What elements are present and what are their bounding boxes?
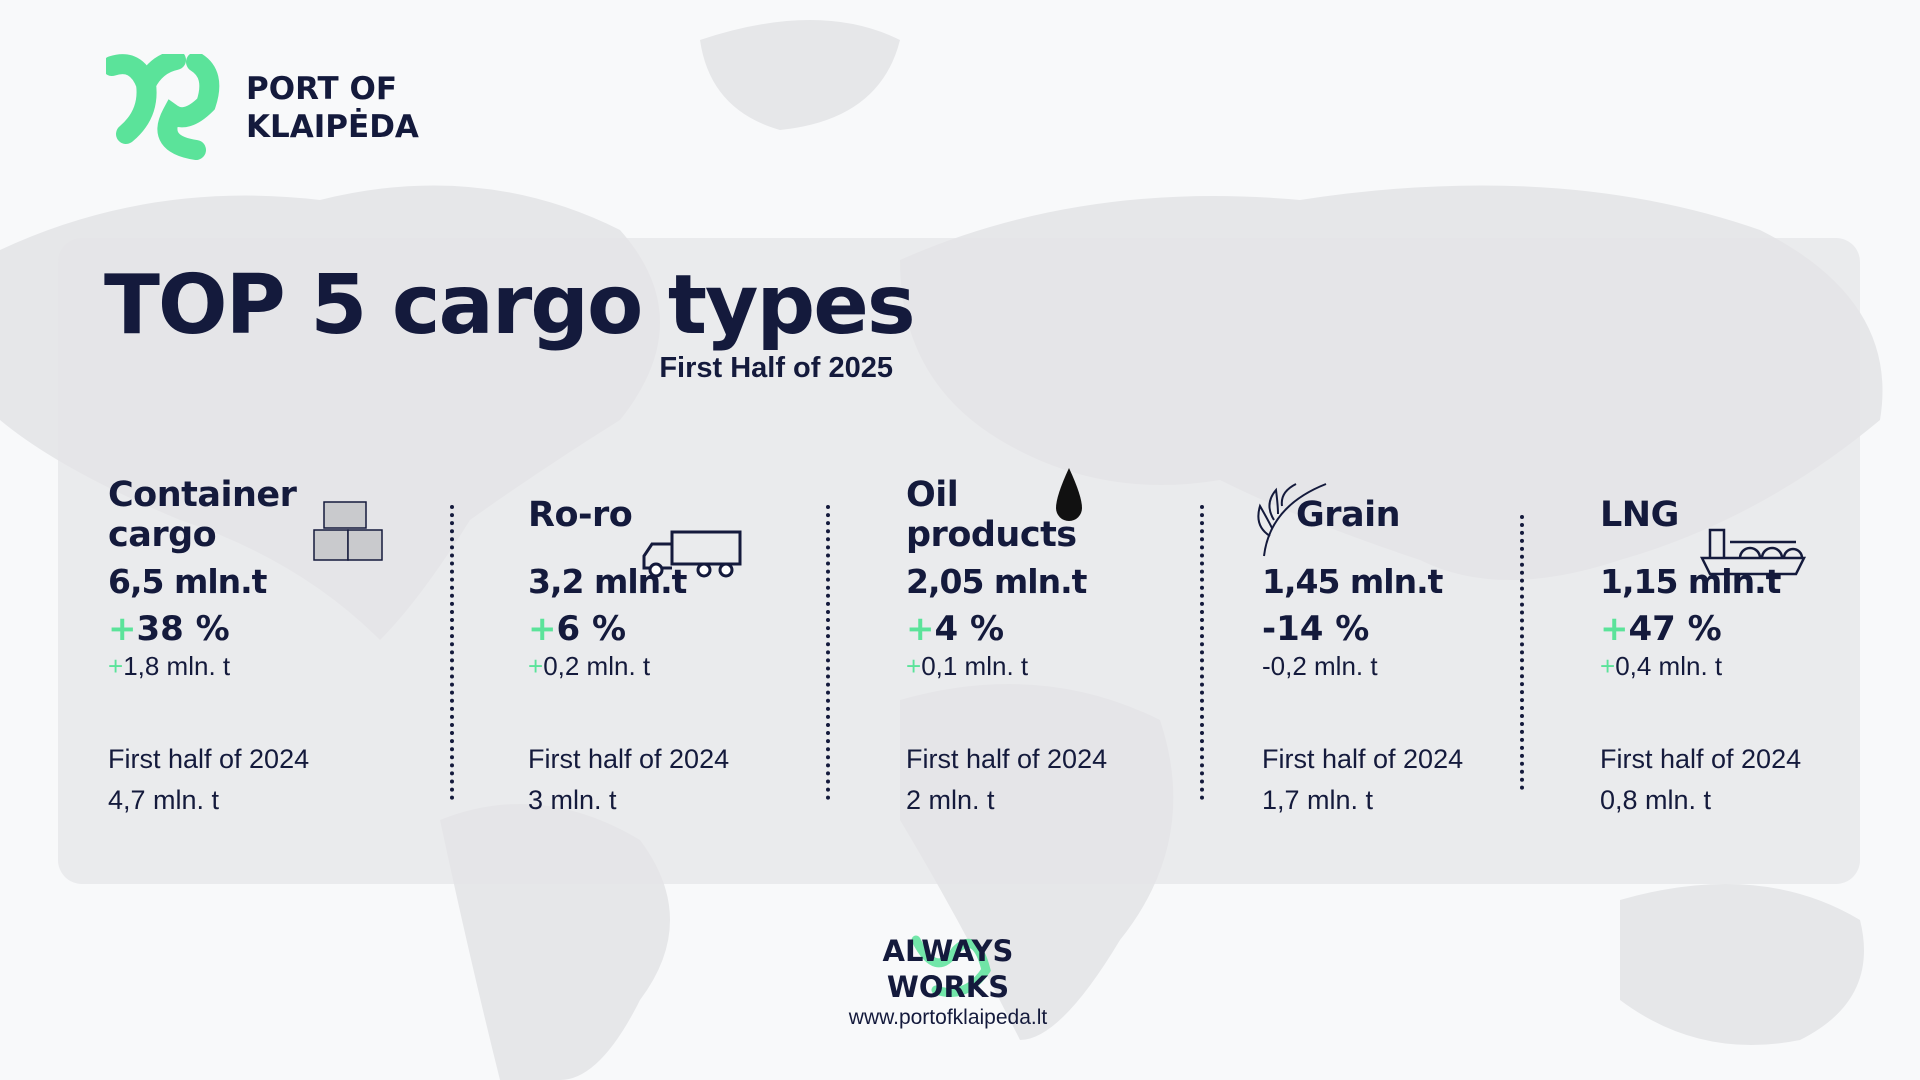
change-percent: +4 % bbox=[906, 609, 1005, 649]
divider bbox=[1520, 515, 1524, 790]
previous-value: 1,7 mln. t bbox=[1262, 785, 1374, 815]
previous-value: 0,8 mln. t bbox=[1600, 785, 1712, 815]
cargo-item: Oil products 2,05 mln.t +4 % +0,1 mln. t Fir… bbox=[906, 470, 1226, 816]
cargo-item: Container cargo 6,5 mln.t +38 % +1,8 mln. t… bbox=[108, 470, 428, 816]
cargo-item: LNG 1,15 mln.t +47 % +0,4 mln. t First half … bbox=[1600, 470, 1920, 816]
previous-label: First half of 2024 bbox=[108, 744, 310, 774]
change-percent: +38 % bbox=[108, 609, 230, 649]
change-percent: +47 % bbox=[1600, 609, 1722, 649]
footer-swirl bbox=[911, 935, 991, 997]
change-absolute: +0,1 mln. t bbox=[906, 651, 1029, 681]
container-icon bbox=[313, 501, 383, 561]
volume: 6,5 mln.t bbox=[108, 562, 267, 601]
cargo-name: Ro-ro bbox=[528, 495, 633, 535]
divider bbox=[1200, 505, 1204, 800]
previous-label: First half of 2024 bbox=[906, 744, 1108, 774]
previous-label: First half of 2024 bbox=[1262, 744, 1464, 774]
divider bbox=[450, 505, 454, 800]
change-absolute: +0,2 mln. t bbox=[528, 651, 651, 681]
subtitle: First Half of 2025 bbox=[659, 352, 893, 384]
volume: 2,05 mln.t bbox=[906, 562, 1087, 601]
title: TOP 5 cargo types bbox=[104, 258, 916, 353]
cargo-item: Grain 1,45 mln.t -14 % -0,2 mln. t First hal… bbox=[1262, 470, 1582, 816]
oil-icon bbox=[1056, 468, 1082, 521]
logo bbox=[106, 54, 220, 160]
previous-value: 2 mln. t bbox=[906, 785, 995, 815]
change-percent: -14 % bbox=[1262, 609, 1370, 649]
cargo-name: Oil products bbox=[906, 475, 1077, 555]
cargo-name: LNG bbox=[1600, 495, 1679, 535]
change-absolute: -0,2 mln. t bbox=[1262, 651, 1378, 681]
divider bbox=[826, 505, 830, 800]
cargo-item: Ro-ro 3,2 mln.t +6 % +0,2 mln. t First half … bbox=[528, 470, 848, 816]
change-percent: +6 % bbox=[528, 609, 627, 649]
previous-value: 4,7 mln. t bbox=[108, 785, 220, 815]
panel bbox=[58, 238, 1860, 884]
slogan: ALWAYS WORKS bbox=[882, 934, 1014, 1004]
volume: 1,45 mln.t bbox=[1262, 562, 1443, 601]
previous-label: First half of 2024 bbox=[528, 744, 730, 774]
previous-value: 3 mln. t bbox=[528, 785, 617, 815]
brand: PORT OF KLAIPĖDA bbox=[246, 71, 419, 145]
cargo-name: Grain bbox=[1296, 495, 1401, 535]
url[interactable]: www.portofklaipeda.lt bbox=[848, 1006, 1048, 1029]
grain-icon bbox=[1257, 483, 1327, 557]
change-absolute: +0,4 mln. t bbox=[1600, 651, 1723, 681]
truck-icon bbox=[642, 530, 742, 578]
lng-ship-icon bbox=[1700, 528, 1807, 576]
cargo-name: Container cargo bbox=[108, 475, 297, 555]
previous-label: First half of 2024 bbox=[1600, 744, 1802, 774]
change-absolute: +1,8 mln. t bbox=[108, 651, 231, 681]
volume: 1,15 mln.t bbox=[1600, 562, 1781, 601]
